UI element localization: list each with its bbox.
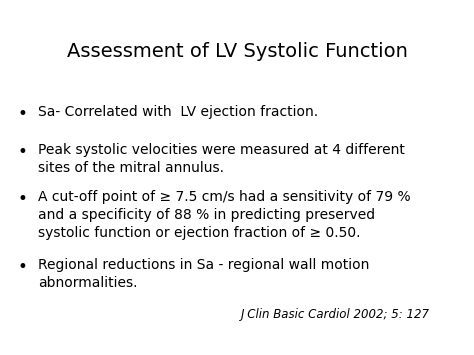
Text: •: •	[17, 190, 27, 208]
Text: A cut-off point of ≥ 7.5 cm/s had a sensitivity of 79 %
and a specificity of 88 : A cut-off point of ≥ 7.5 cm/s had a sens…	[38, 190, 410, 240]
Text: •: •	[17, 143, 27, 161]
Text: Assessment of LV Systolic Function: Assessment of LV Systolic Function	[66, 42, 408, 61]
Text: J Clin Basic Cardiol 2002; 5: 127: J Clin Basic Cardiol 2002; 5: 127	[241, 308, 430, 321]
Text: •: •	[17, 258, 27, 276]
Text: •: •	[17, 105, 27, 123]
Text: Peak systolic velocities were measured at 4 different
sites of the mitral annulu: Peak systolic velocities were measured a…	[38, 143, 405, 175]
Text: Sa- Correlated with  LV ejection fraction.: Sa- Correlated with LV ejection fraction…	[38, 105, 318, 119]
Text: Regional reductions in Sa - regional wall motion
abnormalities.: Regional reductions in Sa - regional wal…	[38, 258, 369, 290]
